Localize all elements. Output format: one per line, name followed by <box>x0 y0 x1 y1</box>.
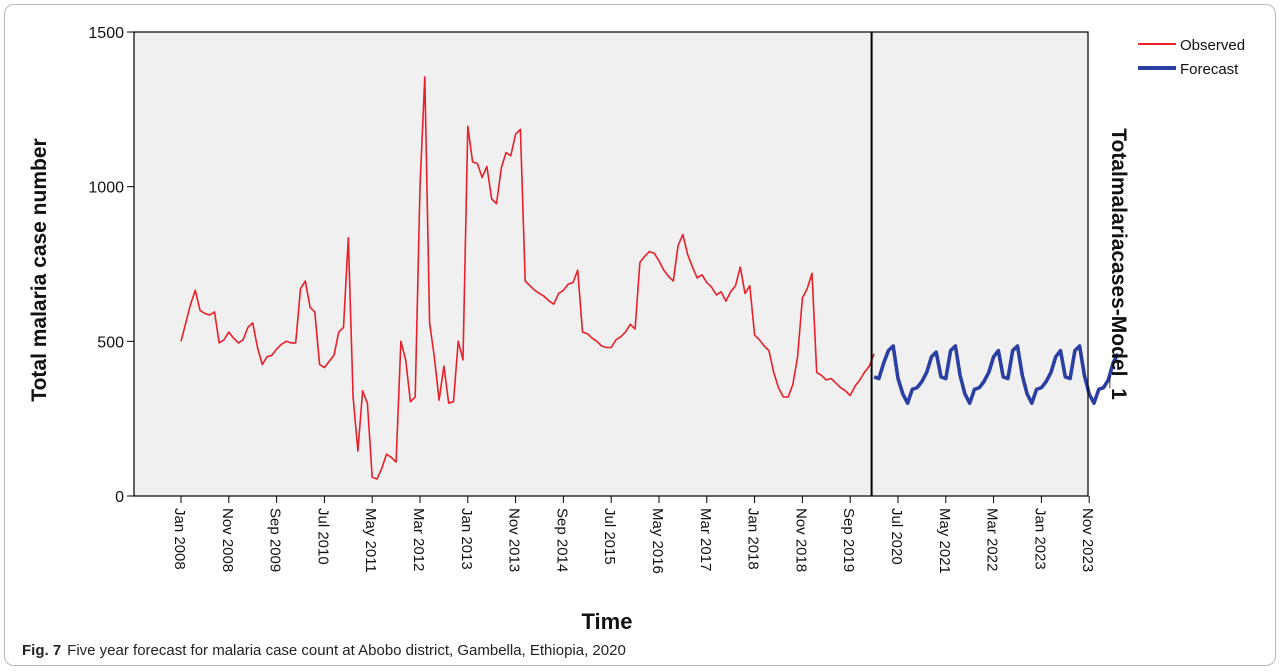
y-axis-label: Total malaria case number <box>28 138 51 401</box>
x-tick-label: Nov 2023 <box>1079 508 1096 572</box>
y-tick-label: 1000 <box>88 180 124 197</box>
x-tick-label: May 2016 <box>649 508 666 574</box>
x-tick-label: Nov 2018 <box>792 508 809 572</box>
x-tick-label: May 2011 <box>362 508 379 573</box>
x-tick-label: May 2021 <box>936 508 953 574</box>
y-tick-label: 0 <box>115 489 124 506</box>
x-tick-label: Jan 2008 <box>171 508 188 570</box>
y-axis: 0 500 1000 1500 <box>88 25 134 506</box>
plot-area <box>134 32 1088 496</box>
legend-observed-label: Observed <box>1180 37 1245 54</box>
x-axis: Jan 2008 Nov 2008 Sep 2009 Jul 2010 May 2011… <box>171 496 1096 574</box>
right-axis-label: Totalmalariacases-Model_1 <box>1107 128 1130 400</box>
x-tick-label: Jul 2015 <box>601 508 618 565</box>
x-tick-label: Mar 2022 <box>984 508 1001 571</box>
figure-frame <box>4 4 1276 666</box>
x-tick-label: Jul 2020 <box>888 508 905 565</box>
y-tick-label: 1500 <box>88 25 124 42</box>
x-tick-label: Mar 2012 <box>410 508 427 571</box>
x-tick-label: Jan 2023 <box>1031 508 1048 570</box>
x-tick-label: Sep 2014 <box>553 508 570 572</box>
x-axis-label: Time <box>582 609 633 634</box>
x-tick-label: Jan 2018 <box>745 508 762 570</box>
forecast-chart: 0 500 1000 1500 Jan 2008 Nov 2008 Sep 2009 Jul… <box>28 25 1245 634</box>
x-tick-label: Mar 2017 <box>697 508 714 571</box>
x-tick-label: Sep 2009 <box>267 508 284 572</box>
y-tick-label: 500 <box>97 334 124 351</box>
observed-series-line <box>180 76 875 480</box>
legend-forecast-label: Forecast <box>1180 61 1239 78</box>
figure-label: Fig. 7 <box>22 642 62 659</box>
x-tick-label: Sep 2019 <box>840 508 857 572</box>
figure-caption-text: Five year forecast for malaria case coun… <box>67 642 626 659</box>
plot-border <box>133 31 1089 497</box>
x-tick-label: Jan 2013 <box>458 508 475 570</box>
legend: Observed Forecast <box>1138 37 1245 78</box>
forecast-series-line <box>873 344 1120 405</box>
x-tick-label: Nov 2013 <box>506 508 523 572</box>
figure-caption: Fig. 7 Five year forecast for malaria cas… <box>22 642 626 659</box>
x-tick-label: Nov 2008 <box>219 508 236 572</box>
x-tick-label: Jul 2010 <box>314 508 331 565</box>
